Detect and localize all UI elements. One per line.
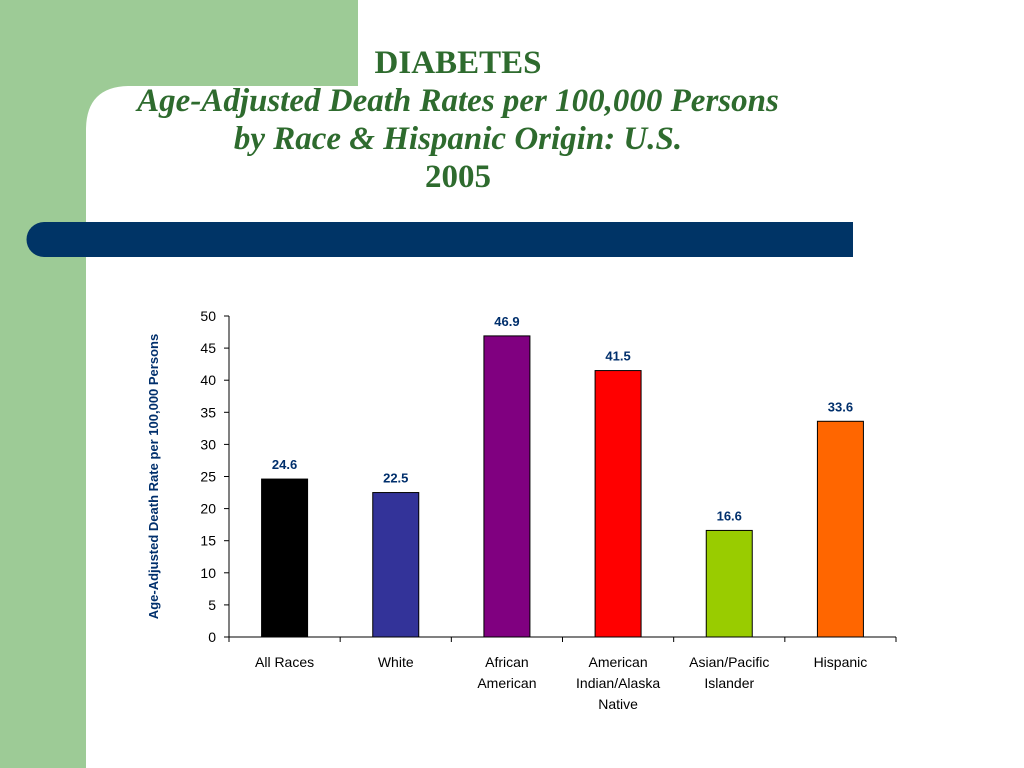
- x-category-label: African American: [477, 654, 536, 691]
- green-top-band: [86, 0, 358, 130]
- bar-value-label: 16.6: [717, 508, 742, 523]
- bar-value-label: 41.5: [605, 349, 630, 364]
- y-tick-label: 45: [200, 340, 216, 356]
- x-category-label-line: All Races: [255, 654, 314, 670]
- bar: [372, 492, 420, 638]
- title-line-1: DIABETES: [374, 45, 542, 81]
- x-category-label: Asian/Pacific Islander: [689, 654, 769, 691]
- x-category-label-line: American: [589, 654, 648, 670]
- x-category-label: Hispanic: [814, 654, 868, 670]
- y-tick-label: 35: [200, 404, 216, 420]
- bar-value-label: 24.6: [272, 457, 297, 472]
- x-category-label-line: Hispanic: [814, 654, 868, 670]
- bar-value-label: 46.9: [494, 314, 519, 329]
- bar: [816, 420, 864, 638]
- title-banner-bar: [26, 222, 854, 257]
- y-tick-label: 0: [208, 629, 216, 645]
- bar: [705, 529, 753, 638]
- x-category-label-line: Native: [598, 696, 638, 712]
- bar: [594, 370, 642, 638]
- y-tick-label: 5: [208, 597, 216, 613]
- y-tick-label: 15: [200, 533, 216, 549]
- x-category-label-line: Asian/Pacific: [689, 654, 769, 670]
- left-green-panel: [0, 0, 86, 768]
- x-category-label: All Races: [255, 654, 314, 670]
- bar: [483, 335, 531, 638]
- title-line-2: Age-Adjusted Death Rates per 100,000 Per…: [137, 83, 779, 119]
- y-axis-label: Age-Adjusted Death Rate per 100,000 Pers…: [146, 334, 161, 619]
- x-category-label-line: Indian/Alaska: [576, 675, 660, 691]
- y-tick-label: 50: [200, 308, 216, 324]
- x-category-label-line: American: [477, 675, 536, 691]
- title-line-3: by Race & Hispanic Origin: U.S.: [233, 121, 683, 157]
- y-tick-label: 25: [200, 469, 216, 485]
- bar-value-label: 33.6: [828, 399, 853, 414]
- y-tick-label: 30: [200, 436, 216, 452]
- y-tick-label: 10: [200, 565, 216, 581]
- bar: [261, 478, 309, 638]
- x-category-label-line: African: [485, 654, 529, 670]
- x-category-label: American Indian/Alaska Native: [576, 654, 660, 712]
- y-tick-label: 20: [200, 501, 216, 517]
- y-tick-label: 40: [200, 372, 216, 388]
- bar-value-label: 22.5: [383, 471, 408, 486]
- x-category-label: White: [378, 654, 414, 670]
- x-category-label-line: White: [378, 654, 414, 670]
- title-line-4: 2005: [425, 159, 491, 195]
- x-category-label-line: Islander: [704, 675, 754, 691]
- slide-title: DIABETES Age-Adjusted Death Rates per 10…: [120, 44, 796, 196]
